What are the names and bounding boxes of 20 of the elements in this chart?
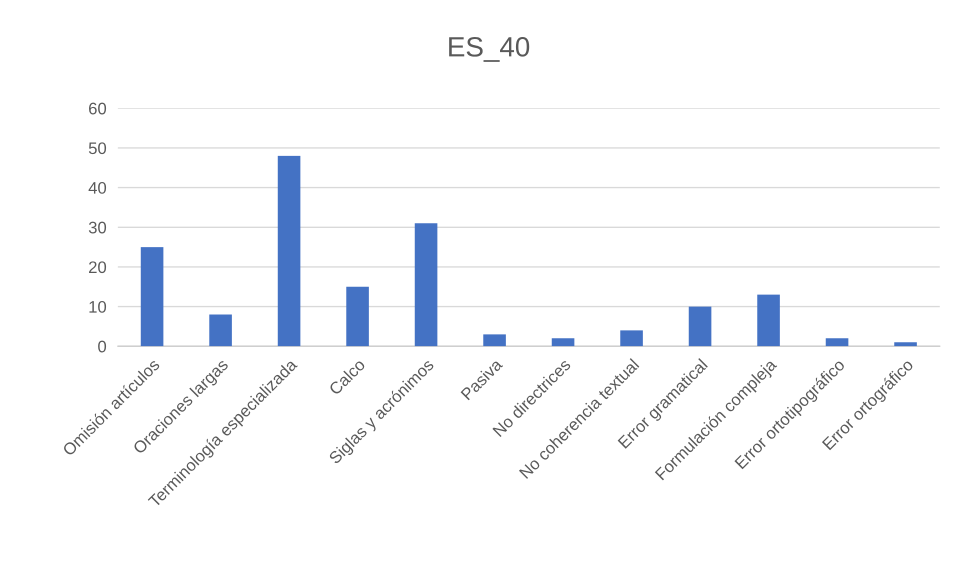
bar: [140, 247, 164, 346]
bar: [483, 334, 506, 346]
bar: [209, 314, 232, 346]
bar: [826, 338, 848, 346]
y-tick-label: 0: [98, 340, 106, 352]
bar: [552, 338, 574, 346]
bar: [894, 342, 917, 346]
y-tick-label: 10: [89, 300, 106, 313]
y-tick-label: 20: [89, 261, 106, 274]
bar: [688, 306, 712, 346]
bar: [757, 294, 780, 346]
y-tick-label: 40: [88, 182, 106, 194]
bar: [278, 156, 300, 346]
y-tick-label: 30: [88, 222, 106, 234]
bar: [414, 223, 438, 346]
bar: [346, 286, 369, 346]
y-tick-label: 60: [89, 102, 106, 114]
y-tick-label: 50: [88, 142, 106, 154]
chart-title: ES_40: [449, 37, 530, 62]
bar: [620, 330, 643, 346]
